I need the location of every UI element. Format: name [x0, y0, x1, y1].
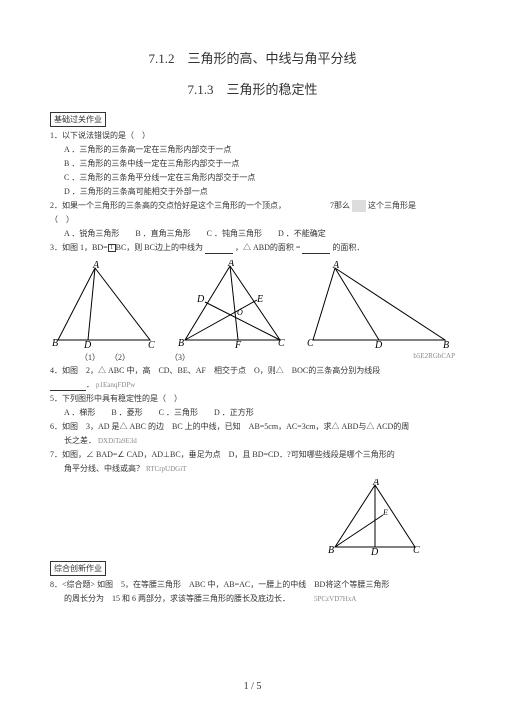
section-basic: 基础过关作业 [50, 112, 106, 127]
q2-stem: 2．如果一个三角形的三条高的交点恰好是这个三角形的一个顶点， 7那么 这个三角形… [50, 200, 455, 212]
q3-m1: BC，则 BC边上的中线为 [116, 243, 203, 252]
svg-text:A: A [227, 260, 235, 269]
q1-d: D ．三角形的三条高可能相交于外部一点 [50, 186, 455, 198]
blank [205, 245, 233, 254]
q2-a: 2．如果一个三角形的三条高的交点恰好是这个三角形的一个顶点， [50, 201, 286, 210]
svg-text:D: D [374, 340, 383, 350]
q4-l2: ． p1EanqFDPw [50, 379, 455, 391]
q3: 3．如图 1，BD=1BC，则 BC边上的中线为 ，△ ABD的面积 = 的面积… [50, 242, 455, 254]
q2-b: 7那么 [330, 201, 350, 210]
cap-1: （1） [50, 352, 110, 363]
q1-stem: 1．以下说法错误的是（ ） [50, 130, 455, 142]
page-footer: 1 / 5 [0, 681, 505, 692]
figure-2: A B C D E F O [175, 260, 290, 350]
title-main: 7.1.2 三角形的高、中线与角平分线 [50, 48, 455, 67]
hash-3: DXDiTa9E3d [98, 437, 137, 445]
cap-3: （3） [170, 352, 260, 363]
svg-text:O: O [237, 308, 243, 317]
q6-l2: 长之差． DXDiTa9E3d [50, 435, 455, 447]
q5-stem: 5．下列图形中具有稳定性的是（ ） [50, 393, 455, 405]
caption-row: （1） （2） （3） b5E2RGbCAP [50, 352, 455, 363]
figure-row: A B D C A B C D E F O A C D B [50, 260, 455, 350]
svg-text:C: C [148, 340, 155, 350]
q8-t: 的周长分为 15 和 6 两部分，求该等腰三角形的腰长及底边长． [64, 594, 290, 603]
frac-icon: 1 [108, 244, 116, 252]
q7-t: 角平分线、中线或高？ [64, 464, 144, 473]
q1-b: B ．三角形的三条中线一定在三角形内部交于一点 [50, 158, 455, 170]
q8-l1: 8．<综合题> 如图 5，在等腰三角形 ABC 中，AB=AC，一腰上的中线 B… [50, 579, 455, 591]
hash-5: 5PCzVD7HxA [314, 595, 356, 603]
figure-1: A B D C [50, 260, 160, 350]
q1-a: A ．三角形的三条高一定在三角形内部交于一点 [50, 144, 455, 156]
q7-l1: 7．如图，∠ BAD=∠ CAD，AD⊥BC，垂足为点 D，且 BD=CD．?可… [50, 449, 455, 461]
svg-text:D: D [370, 547, 379, 555]
svg-text:F: F [234, 340, 242, 350]
blank [302, 245, 330, 254]
q5-opts: A ．梯形 B ．菱形 C ．三角形 D ．正方形 [50, 407, 455, 419]
svg-text:D: D [83, 340, 92, 350]
q8-l2: 的周长分为 15 和 6 两部分，求该等腰三角形的腰长及底边长． 5PCzVD7… [50, 593, 455, 605]
hash-4: RTCrpUDGiT [146, 465, 186, 473]
svg-text:C: C [413, 545, 420, 555]
q7-l2: 角平分线、中线或高？ RTCrpUDGiT [50, 463, 455, 475]
hash-1: b5E2RGbCAP [413, 352, 455, 363]
q3-m2: ，△ ABD的面积 = [235, 243, 300, 252]
svg-text:C: C [278, 338, 285, 349]
title-sub: 7.1.3 三角形的稳定性 [50, 79, 455, 98]
svg-text:B: B [328, 545, 334, 555]
hash-2: p1EanqFDPw [96, 381, 135, 389]
figure-3: A C D B [305, 260, 455, 350]
q6-t: 长之差． [64, 436, 96, 445]
svg-text:B: B [178, 338, 184, 349]
q2-opts: A ．锐角三角形 B ．直角三角形 C ．钝角三角形 D ．不能确定 [50, 228, 455, 240]
svg-text:A: A [372, 479, 380, 488]
figure-7: A B D C E [325, 479, 425, 555]
cap-2: （2） [110, 352, 170, 363]
figure-7-wrap: A B D C E [50, 479, 425, 557]
gray-band [352, 200, 366, 212]
svg-text:E: E [256, 294, 263, 305]
svg-text:A: A [92, 260, 100, 271]
section-comp: 综合创新作业 [50, 561, 106, 576]
svg-text:D: D [196, 294, 205, 305]
q2-c: 这个三角形是 [368, 201, 416, 210]
svg-text:E: E [382, 508, 388, 517]
svg-text:C: C [307, 338, 314, 349]
blank [50, 382, 86, 391]
q1-c: C ．三角形的三条角平分线一定在三角形内部交于一点 [50, 172, 455, 184]
q6-l1: 6．如图 3，AD 是△ ABC 的边 BC 上的中线，已知 AB=5cm，AC… [50, 421, 455, 433]
q3-pre: 3．如图 1，BD= [50, 243, 108, 252]
q3-end: 的面积． [332, 243, 364, 252]
svg-text:B: B [443, 340, 449, 350]
svg-text:A: A [332, 260, 340, 271]
q2-paren: （ ） [50, 214, 455, 226]
q4-l1: 4．如图 2，△ ABC 中，高 CD、BE、AF 相交于点 O，则△ BOC的… [50, 365, 455, 377]
svg-text:B: B [52, 338, 58, 349]
